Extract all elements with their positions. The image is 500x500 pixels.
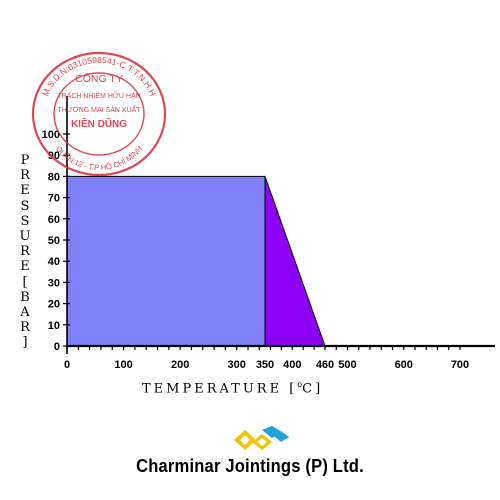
y-axis-title-letter: R [20, 168, 30, 184]
logo-yellow-diamond-2 [252, 434, 272, 450]
logo-blue-diamond-2 [274, 432, 289, 442]
y-tick-label: 30 [48, 277, 60, 289]
company-stamp: M.S.D.N:0310598541-C.T.T.N.H.H QUẬN 12 -… [31, 51, 167, 177]
y-tick-label: 10 [48, 320, 60, 332]
chart-svg: 0 100 200 300 350 400 460 500 600 700 0 10 20 30 40 50 6… [42, 96, 495, 371]
region-rectangle [66, 175, 266, 347]
y-axis-title: P R E S S U R E[B A R] [18, 153, 32, 351]
y-tick-label: 70 [48, 193, 60, 205]
y-tick-label: 60 [48, 214, 60, 226]
y-axis-title-letter: ] [22, 335, 28, 351]
company-logo-icon [234, 426, 289, 450]
y-axis-title-letter: [ [22, 274, 28, 290]
y-tick-label: 100 [42, 129, 60, 141]
x-tick-label: 0 [64, 359, 70, 371]
labels-layer: 0 100 200 300 350 400 460 500 600 700 0 10 20 30 40 50 6… [42, 129, 470, 371]
y-tick-label: 20 [48, 299, 60, 311]
y-tick-label: 80 [48, 171, 60, 183]
stamp-line-2: TRÁCH NHIỆM HỮU HẠN [57, 91, 140, 100]
x-tick-label: 600 [395, 359, 413, 371]
y-axis-title-letter: B [20, 289, 30, 305]
stamp-line-1: CÔNG TY [75, 72, 123, 85]
company-name: Charminar Jointings (P) Ltd. [136, 456, 364, 476]
ticks-layer [63, 133, 461, 350]
x-tick-label: 200 [171, 359, 189, 371]
x-tick-label: 300 [228, 359, 246, 371]
stamp-line-3: THƯƠNG MẠI SẢN XUẤT [57, 104, 141, 114]
x-tick-label: 100 [114, 359, 132, 371]
y-tick-label: 50 [48, 235, 60, 247]
x-axis-title-main: TEMPERATURE [ [142, 381, 298, 397]
x-tick-label: 460 [316, 359, 334, 371]
stamp-inner-ring [53, 72, 145, 156]
x-tick-label: 400 [283, 359, 301, 371]
x-tick-label: 700 [451, 359, 469, 371]
region-triangle [264, 176, 326, 347]
y-tick-label: 90 [48, 150, 60, 162]
logo-yellow-diamond [234, 430, 256, 450]
x-axis-title: TEMPERATURE [oC] [142, 380, 323, 396]
y-axis-title-letter: P [20, 153, 30, 168]
y-tick-label: 40 [48, 256, 60, 268]
y-axis-title-letter: R [20, 244, 30, 260]
y-axis-title-letter: E [20, 183, 30, 199]
y-axis-title-letter: R [20, 320, 30, 336]
y-tick-label: 0 [54, 341, 60, 353]
y-axis-title-letter: S [20, 198, 30, 214]
pressure-temperature-chart: 0 100 200 300 350 400 460 500 600 700 0 10 20 30 40 50 6… [18, 96, 495, 396]
x-tick-label: 500 [338, 359, 356, 371]
y-axis-title-letter: S [20, 213, 30, 229]
y-axis-title-letter: A [20, 305, 30, 321]
y-axis-title-letter: U [19, 229, 31, 245]
y-axis-title-letter: E [20, 259, 30, 275]
regions-layer [66, 175, 326, 347]
x-axis-title-unit: C] [302, 381, 324, 397]
stamp-line-4: KIÊN DŨNG [71, 117, 127, 130]
x-tick-label: 350 [256, 359, 274, 371]
x-axis-title-degree: o [297, 380, 303, 389]
stamp-outer-ring [31, 51, 167, 177]
